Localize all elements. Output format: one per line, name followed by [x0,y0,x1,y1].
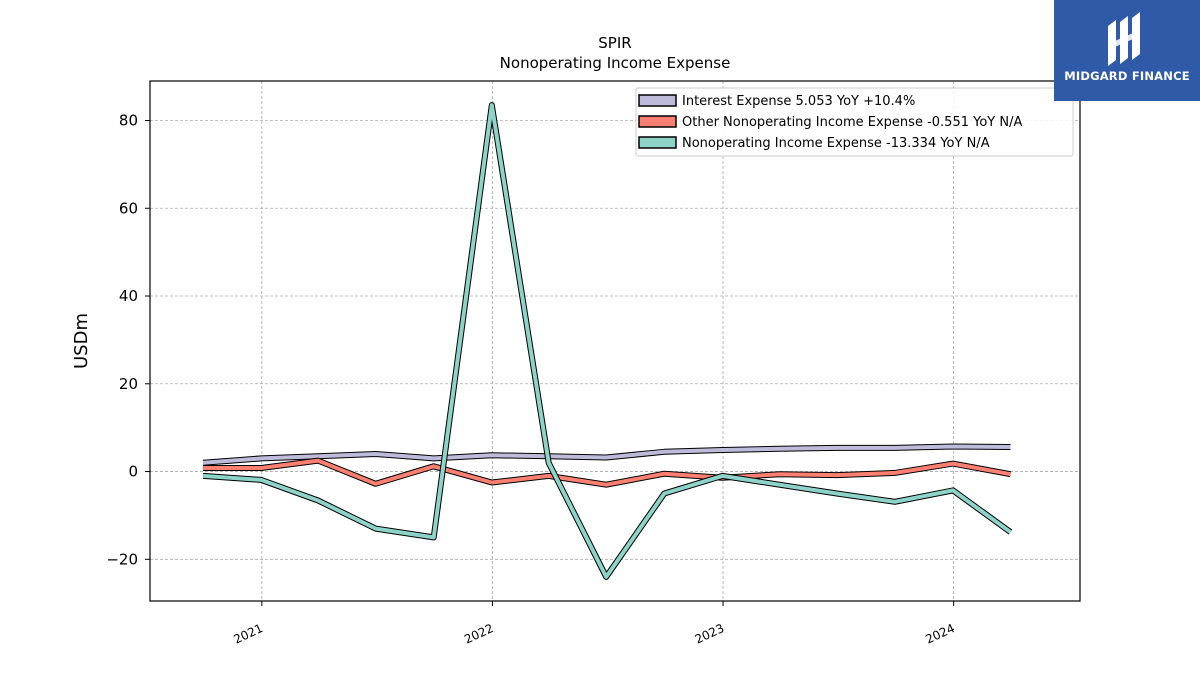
y-axis-label: USDm [71,313,92,369]
legend-entry-1: Other Nonoperating Income Expense -0.551… [682,115,1022,130]
series-line-2 [202,103,1012,579]
midgard-logo-icon [1108,12,1140,66]
x-tick-label: 2021 [231,621,265,647]
legend-box [635,87,1074,157]
series-line-1 [203,458,1011,487]
y-tick-label: −20 [106,550,138,568]
y-tick-label: 0 [128,463,138,481]
series-layer [202,102,1013,580]
y-tick-label: 20 [119,375,138,393]
legend-entry-2: Nonoperating Income Expense -13.334 YoY … [682,136,990,151]
series-line-0 [202,444,1011,465]
y-tick-label: 40 [119,287,138,305]
legend-swatch-2 [638,136,677,149]
x-tick-label: 2023 [693,621,727,647]
y-tick-label: 80 [119,111,138,129]
legend-swatch-1 [638,115,677,128]
chart-subtitle: Nonoperating Income Expense [500,54,731,72]
legend: Interest Expense 5.053 YoY +10.4% Other N… [635,87,1074,157]
watermark-logo: MIDGARD FINANCE [1054,0,1200,101]
x-tick-label: 2024 [923,621,957,647]
x-tick-label: 2022 [462,621,496,647]
legend-entry-0: Interest Expense 5.053 YoY +10.4% [682,94,915,109]
axis-ticks: −20 0 20 40 60 80 2021 2022 2023 2024 [106,111,957,646]
plot-frame [149,80,1081,602]
watermark-brand: MIDGARD FINANCE [1064,69,1190,83]
series-line-outline-2 [202,102,1013,580]
legend-swatch-0 [638,94,677,107]
chart-title: SPIR [598,34,631,52]
y-tick-label: 60 [119,199,138,217]
grid [150,81,1080,601]
